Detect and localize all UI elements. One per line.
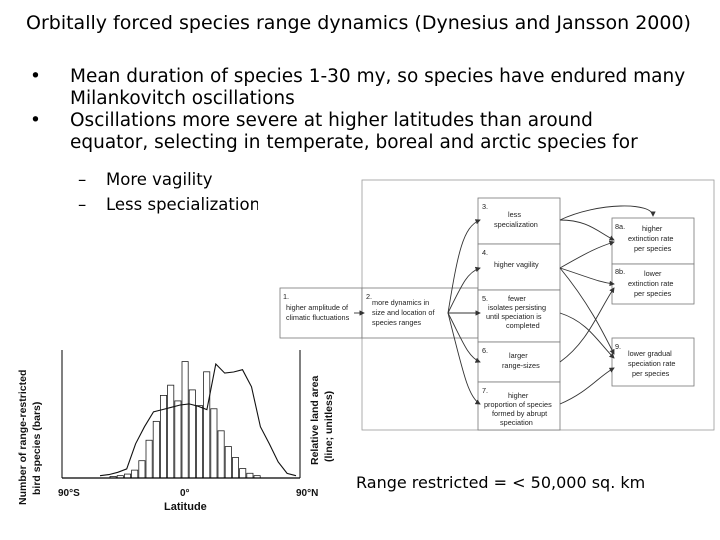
node-text: larger (509, 351, 528, 360)
node-text: until speciation is (486, 312, 542, 321)
node-box-1 (279, 287, 363, 339)
y-right-label: Relative land area (309, 376, 321, 465)
histogram-bar (239, 468, 247, 479)
node-text: climatic fluctuations (286, 313, 350, 322)
histogram-bar (145, 439, 153, 479)
node-text: less (508, 210, 521, 219)
bullet-line: Oscillations more severe at higher latit… (70, 110, 593, 131)
node-text: higher vagility (494, 260, 539, 269)
sub-bullet-vagility: – More vagility (78, 170, 213, 189)
node-text: speciation (500, 418, 533, 427)
node-text: higher (508, 391, 529, 400)
bullet-marker: • (30, 66, 41, 87)
node-text: higher amplitude of (286, 303, 349, 312)
x-tick-label: 90°S (58, 488, 80, 499)
sub-bullet-text: More vagility (106, 170, 213, 189)
node-text: completed (506, 321, 540, 330)
bullet-line: Mean duration of species 1-30 my, so spe… (70, 66, 686, 87)
node-text: formed by abrupt (492, 409, 547, 418)
node-text: higher (642, 224, 663, 233)
node-text: lower gradual (628, 349, 672, 358)
bullet-marker: • (30, 110, 41, 131)
histogram-bar (195, 405, 203, 479)
node-number: 6. (482, 346, 488, 355)
y-right-label: (line; unitless) (323, 391, 335, 462)
node-box-4 (477, 243, 561, 291)
sub-bullet-specialization: – Less specialization (78, 195, 260, 214)
slide-title: Orbitally forced species range dynamics … (26, 12, 691, 34)
histogram-bar (167, 384, 175, 479)
sub-bullet-marker: – (78, 195, 87, 214)
histogram-bar (159, 395, 167, 479)
bullet-item: • Mean duration of species 1-30 my, so s… (30, 66, 700, 110)
node-number: 4. (482, 248, 488, 257)
node-text: range-sizes (502, 361, 540, 370)
node-text: per species (634, 244, 672, 253)
histogram-bar (174, 400, 182, 479)
node-number: 8a. (615, 222, 625, 231)
bullet-line: equator, selecting in temperate, boreal … (70, 132, 638, 153)
node-box-5 (477, 289, 561, 343)
sub-bullet-text: Less specialization (106, 195, 261, 214)
node-box-8b (611, 263, 695, 305)
node-text: more dynamics in (372, 298, 429, 307)
x-tick-label: 0° (180, 488, 190, 499)
node-text: specialization (494, 220, 538, 229)
histogram-bar (188, 389, 196, 479)
histogram-bar (217, 430, 225, 479)
node-number: 3. (482, 202, 488, 211)
x-axis-label: Latitude (164, 501, 207, 513)
flow-arrows (354, 205, 656, 405)
histogram-bar (224, 446, 232, 479)
node-text: species ranges (372, 318, 421, 327)
histogram-bar (181, 361, 189, 479)
node-text: proportion of species (484, 400, 552, 409)
y-left-label: Number of range-restricted (17, 370, 29, 505)
node-text: size and location of (372, 308, 435, 317)
flow-diagram-svg: 1. higher amplitude of climatic fluctuat… (279, 179, 715, 431)
histogram-bar (246, 472, 254, 479)
bullet-list: • Mean duration of species 1-30 my, so s… (30, 66, 700, 154)
node-box-9 (611, 337, 695, 387)
node-box-3 (477, 197, 561, 245)
node-number: 5. (482, 294, 488, 303)
histogram-bar (138, 460, 146, 479)
node-box-7 (477, 381, 561, 431)
range-restricted-note: Range restricted = < 50,000 sq. km (356, 473, 646, 492)
histogram-bar (131, 469, 139, 479)
node-text: per species (632, 369, 670, 378)
node-text: extinction rate (628, 279, 673, 288)
x-tick-label: 90°N (296, 488, 318, 499)
latitude-histogram: 90°S 0° 90°N Latitude Number of range-re… (0, 340, 348, 540)
sub-bullet-marker: – (78, 170, 87, 189)
node-text: extinction rate (628, 234, 673, 243)
node-number: 9. (615, 342, 621, 351)
node-text: isolates persisting (488, 303, 546, 312)
node-number: 8b. (615, 267, 625, 276)
node-text: speciation rate (628, 359, 675, 368)
histogram-bar (203, 371, 211, 479)
node-text: fewer (508, 294, 526, 303)
histogram-svg: 90°S 0° 90°N Latitude Number of range-re… (17, 350, 335, 513)
land-area-line (99, 362, 297, 477)
node-text: per species (634, 289, 672, 298)
histogram-bar (231, 457, 239, 479)
histogram-bar (210, 408, 218, 479)
histogram-bar (152, 420, 160, 479)
bullet-line: Milankovitch oscillations (70, 88, 295, 109)
node-number: 1. (283, 292, 289, 301)
node-number: 2. (366, 292, 372, 301)
node-text: lower (644, 269, 662, 278)
node-number: 7. (482, 386, 488, 395)
bullet-item: • Oscillations more severe at higher lat… (30, 110, 700, 154)
y-left-label: bird species (bars) (31, 402, 43, 495)
